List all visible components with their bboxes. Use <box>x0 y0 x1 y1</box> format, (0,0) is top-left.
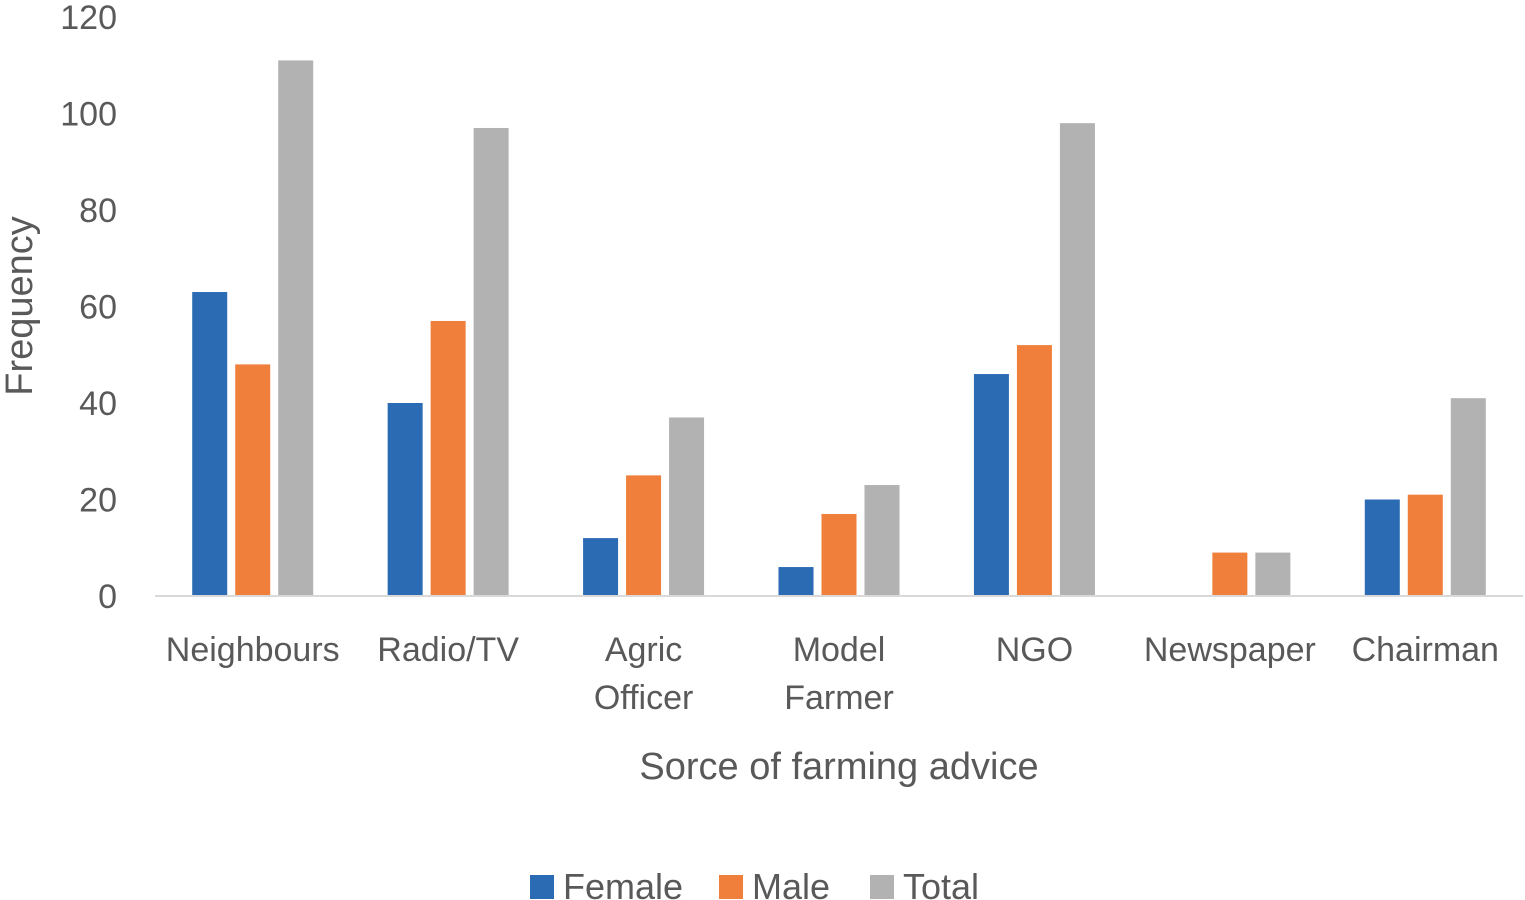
x-tick-label: NGO <box>996 631 1073 669</box>
bar-male <box>235 364 271 596</box>
bar-female <box>192 292 228 596</box>
bar-male <box>626 475 662 596</box>
y-axis-title: Frequency <box>0 216 41 396</box>
legend: Female Male Total <box>530 866 979 900</box>
bar-total <box>1059 123 1095 597</box>
x-axis-title: Sorce of farming advice <box>639 746 1038 788</box>
bar-female <box>387 403 423 596</box>
y-tick-label: 60 <box>79 289 117 327</box>
y-tick-label: 40 <box>79 385 117 423</box>
y-tick-label: 80 <box>79 192 117 230</box>
y-tick-label: 20 <box>79 482 117 520</box>
bar-total <box>864 485 900 596</box>
x-tick-label: Newspaper <box>1144 631 1316 669</box>
legend-swatch-total <box>870 875 894 899</box>
bar-male <box>430 320 466 596</box>
x-tick-label: Model Farmer <box>784 631 894 717</box>
bar-total <box>1255 552 1291 596</box>
y-tick-label: 0 <box>98 578 117 616</box>
x-tick-label: Agric Officer <box>594 631 694 717</box>
bar-total <box>669 417 705 596</box>
x-axis-ticks: Neighbours Radio/TV Agric Officer Model Farme… <box>166 631 1499 717</box>
x-tick-label: Radio/TV <box>377 631 519 669</box>
bar-male <box>1407 494 1443 596</box>
bar-female <box>1364 499 1400 596</box>
y-axis-ticks: 0 20 40 60 80 100 120 <box>60 0 117 616</box>
bar-male <box>821 513 857 596</box>
legend-label-male: Male <box>752 866 830 900</box>
legend-swatch-female <box>530 875 554 899</box>
legend-swatch-male <box>719 875 743 899</box>
bar-male <box>1212 552 1248 596</box>
bar-female <box>778 567 814 596</box>
bar-male <box>1016 345 1052 596</box>
x-tick-label: Neighbours <box>166 631 340 669</box>
bar-female <box>583 538 619 596</box>
bar-total <box>278 60 314 597</box>
bar-total <box>1450 398 1486 596</box>
y-tick-label: 120 <box>60 0 117 37</box>
legend-label-total: Total <box>903 866 979 900</box>
bar-total <box>473 127 509 596</box>
bar-female <box>973 374 1009 596</box>
x-tick-label: Chairman <box>1352 631 1499 669</box>
bars <box>192 60 1486 597</box>
y-tick-label: 100 <box>60 96 117 134</box>
legend-label-female: Female <box>563 866 683 900</box>
